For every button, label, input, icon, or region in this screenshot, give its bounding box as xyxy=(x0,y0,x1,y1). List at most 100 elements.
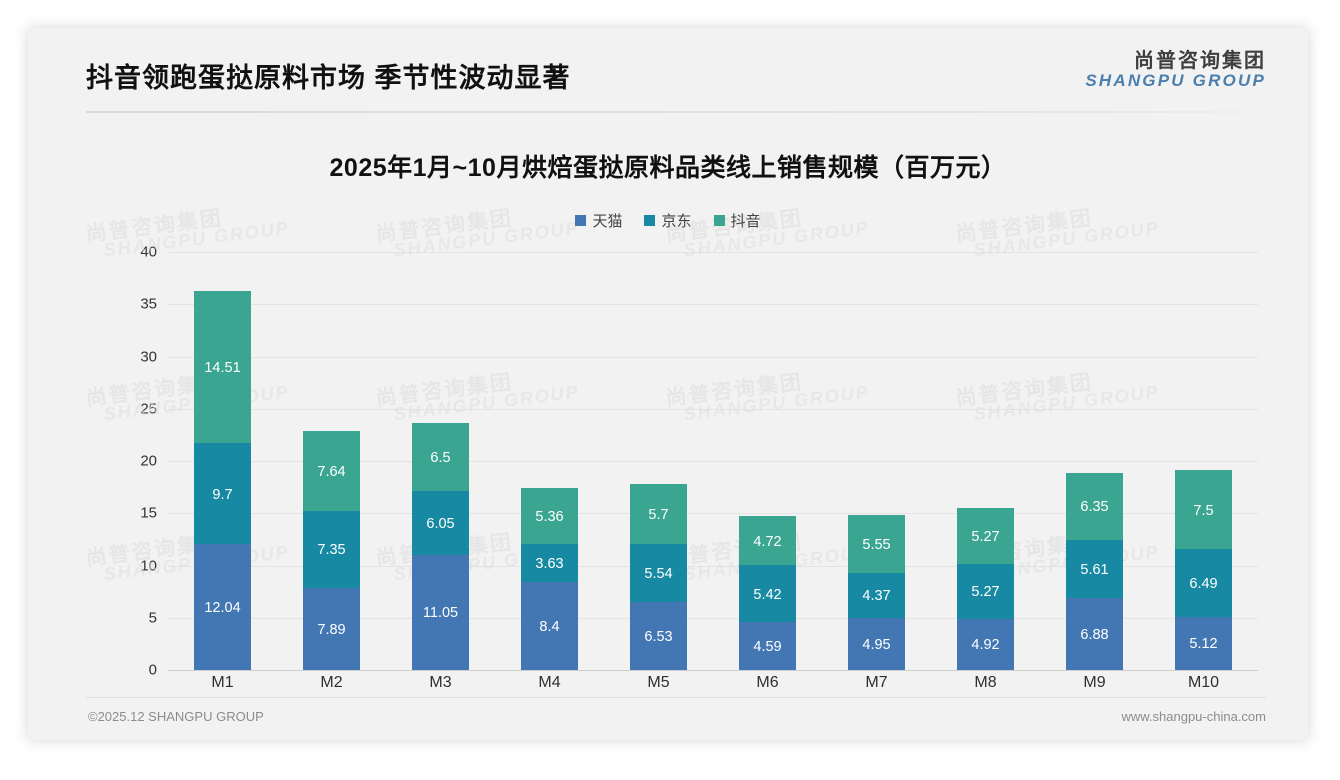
bar-segment-京东[interactable]: 9.7 xyxy=(194,442,251,545)
legend-label: 天猫 xyxy=(592,213,623,230)
bar-segment-京东[interactable]: 5.42 xyxy=(739,565,796,623)
bar-segment-抖音[interactable]: 5.55 xyxy=(848,514,905,573)
bar-segment-京东[interactable]: 6.05 xyxy=(412,491,469,555)
bar-segment-京东[interactable]: 4.37 xyxy=(848,572,905,619)
bar-segment-天猫[interactable]: 8.4 xyxy=(521,582,578,670)
bar-value-label: 4.59 xyxy=(753,639,782,656)
bar-stack: 6.88 5.61 6.35 xyxy=(1066,473,1123,670)
bar-segment-天猫[interactable]: 4.95 xyxy=(848,618,905,670)
y-axis-tick-label: 25 xyxy=(140,400,157,418)
bar-segment-抖音[interactable]: 4.72 xyxy=(739,516,796,566)
bar-segment-天猫[interactable]: 12.04 xyxy=(194,544,251,670)
bar-column[interactable]: 8.4 3.63 5.36 xyxy=(495,252,604,670)
bar-value-label: 11.05 xyxy=(422,605,459,622)
bar-segment-抖音[interactable]: 7.64 xyxy=(303,430,360,511)
bar-column[interactable]: 5.12 6.49 7.5 xyxy=(1149,252,1258,670)
x-axis-tick-label: M8 xyxy=(974,674,997,691)
bar-value-label: 4.72 xyxy=(753,533,782,550)
bar-column[interactable]: 6.88 5.61 6.35 xyxy=(1040,252,1149,670)
y-axis-tick-label: 10 xyxy=(140,557,157,574)
legend-swatch-icon xyxy=(644,215,656,226)
bar-stack: 12.04 9.7 14.51 xyxy=(194,291,251,670)
bar-value-label: 6.35 xyxy=(1080,499,1109,516)
bar-segment-天猫[interactable]: 6.53 xyxy=(630,601,687,670)
y-axis-tick-label: 15 xyxy=(140,504,157,522)
footer-website[interactable]: www.shangpu-china.com xyxy=(1121,709,1266,724)
bar-segment-京东[interactable]: 7.35 xyxy=(303,510,360,588)
bar-value-label: 14.51 xyxy=(204,360,241,377)
bar-value-label: 4.95 xyxy=(862,637,891,654)
chart-title: 2025年1月~10月烘焙蛋挞原料品类线上销售规模（百万元） xyxy=(329,154,1007,182)
bar-segment-天猫[interactable]: 6.88 xyxy=(1066,598,1123,670)
logo-chinese-text: 尚普咨询集团 xyxy=(1134,50,1266,72)
header-divider xyxy=(86,111,1266,113)
bar-column[interactable]: 4.95 4.37 5.55 xyxy=(822,252,931,670)
bar-value-label: 7.35 xyxy=(317,542,346,559)
bar-segment-京东[interactable]: 6.49 xyxy=(1175,548,1232,617)
y-axis-tick-label: 0 xyxy=(148,661,157,679)
x-axis-tick-label: M3 xyxy=(429,674,452,691)
bar-segment-抖音[interactable]: 5.27 xyxy=(957,508,1014,564)
gridline xyxy=(168,461,1258,462)
bar-value-label: 3.63 xyxy=(535,556,564,573)
gridline xyxy=(168,356,1258,358)
x-axis-tick-label: M9 xyxy=(1083,674,1106,691)
bar-value-label: 4.37 xyxy=(862,588,891,605)
footer-divider xyxy=(86,697,1266,698)
legend-item-1[interactable]: 京东 xyxy=(644,210,692,231)
logo-english-text: SHANGPU GROUP xyxy=(1085,71,1266,90)
bar-segment-京东[interactable]: 5.61 xyxy=(1066,539,1123,599)
bar-segment-抖音[interactable]: 6.5 xyxy=(412,423,469,492)
bar-stack: 4.92 5.27 5.27 xyxy=(957,508,1014,670)
bar-stack: 4.59 5.42 4.72 xyxy=(739,516,796,670)
bar-segment-抖音[interactable]: 14.51 xyxy=(194,291,251,443)
bar-segment-抖音[interactable]: 6.35 xyxy=(1066,473,1123,540)
bar-segment-天猫[interactable]: 7.89 xyxy=(303,587,360,670)
bar-segment-京东[interactable]: 3.63 xyxy=(521,544,578,583)
y-axis-tick-label: 35 xyxy=(140,295,157,313)
bar-value-label: 9.7 xyxy=(212,486,233,503)
gridline xyxy=(168,408,1258,410)
bar-segment-抖音[interactable]: 5.36 xyxy=(521,488,578,545)
bar-stack: 5.12 6.49 7.5 xyxy=(1175,470,1232,670)
bar-column[interactable]: 4.59 5.42 4.72 xyxy=(713,252,822,670)
x-axis-tick-label: M1 xyxy=(211,674,234,691)
bar-column[interactable]: 11.05 6.05 6.5 xyxy=(386,252,495,670)
bar-column[interactable]: 6.53 5.54 5.7 xyxy=(604,252,713,670)
bar-segment-天猫[interactable]: 5.12 xyxy=(1175,616,1232,670)
legend-swatch-icon xyxy=(575,215,587,226)
bar-column[interactable]: 12.04 9.7 14.51 xyxy=(168,252,277,670)
bar-column[interactable]: 4.92 5.27 5.27 xyxy=(931,252,1040,670)
y-axis-tick-label: 20 xyxy=(140,452,157,470)
y-axis-tick-label: 5 xyxy=(148,609,157,627)
footer-copyright: ©2025.12 SHANGPU GROUP xyxy=(88,709,264,724)
bar-value-label: 5.54 xyxy=(644,565,673,582)
bar-value-label: 5.55 xyxy=(862,536,891,553)
bar-column[interactable]: 7.89 7.35 7.64 xyxy=(277,252,386,670)
x-axis-tick-label: M10 xyxy=(1187,674,1220,691)
gridline xyxy=(168,252,1258,253)
bar-segment-京东[interactable]: 5.54 xyxy=(630,543,687,602)
bar-stack: 6.53 5.54 5.7 xyxy=(630,484,687,670)
bar-segment-抖音[interactable]: 5.7 xyxy=(630,484,687,544)
bar-value-label: 12.04 xyxy=(204,600,241,617)
bar-segment-天猫[interactable]: 4.92 xyxy=(957,618,1014,670)
bar-segment-京东[interactable]: 5.27 xyxy=(957,563,1014,619)
chart-bars: 12.04 9.7 14.51 7.89 7.35 7.64 11.05 6.05 6.5 8.4… xyxy=(168,252,1258,670)
x-axis-tick-label: M6 xyxy=(756,674,779,691)
chart-gridlines: 0 5 10 15 20 25 30 35 40 xyxy=(140,244,1258,679)
gridline xyxy=(168,513,1258,515)
bar-value-label: 5.27 xyxy=(971,529,1000,545)
bar-stack: 4.95 4.37 5.55 xyxy=(848,514,905,670)
legend-item-0[interactable]: 天猫 xyxy=(575,210,622,231)
bar-segment-抖音[interactable]: 7.5 xyxy=(1175,470,1232,549)
bar-segment-天猫[interactable]: 11.05 xyxy=(412,554,469,670)
bar-value-label: 4.92 xyxy=(971,637,1000,654)
slide-header: 抖音领跑蛋挞原料市场 季节性波动显著 尚普咨询集团 SHANGPU GROUP xyxy=(28,28,1308,118)
bar-value-label: 8.4 xyxy=(539,619,560,636)
x-axis-tick-label: M5 xyxy=(647,674,670,691)
legend-item-2[interactable]: 抖音 xyxy=(713,210,761,231)
page-title: 抖音领跑蛋挞原料市场 季节性波动显著 xyxy=(86,63,571,93)
bar-segment-天猫[interactable]: 4.59 xyxy=(739,622,796,670)
x-axis-tick-label: M2 xyxy=(320,674,343,691)
